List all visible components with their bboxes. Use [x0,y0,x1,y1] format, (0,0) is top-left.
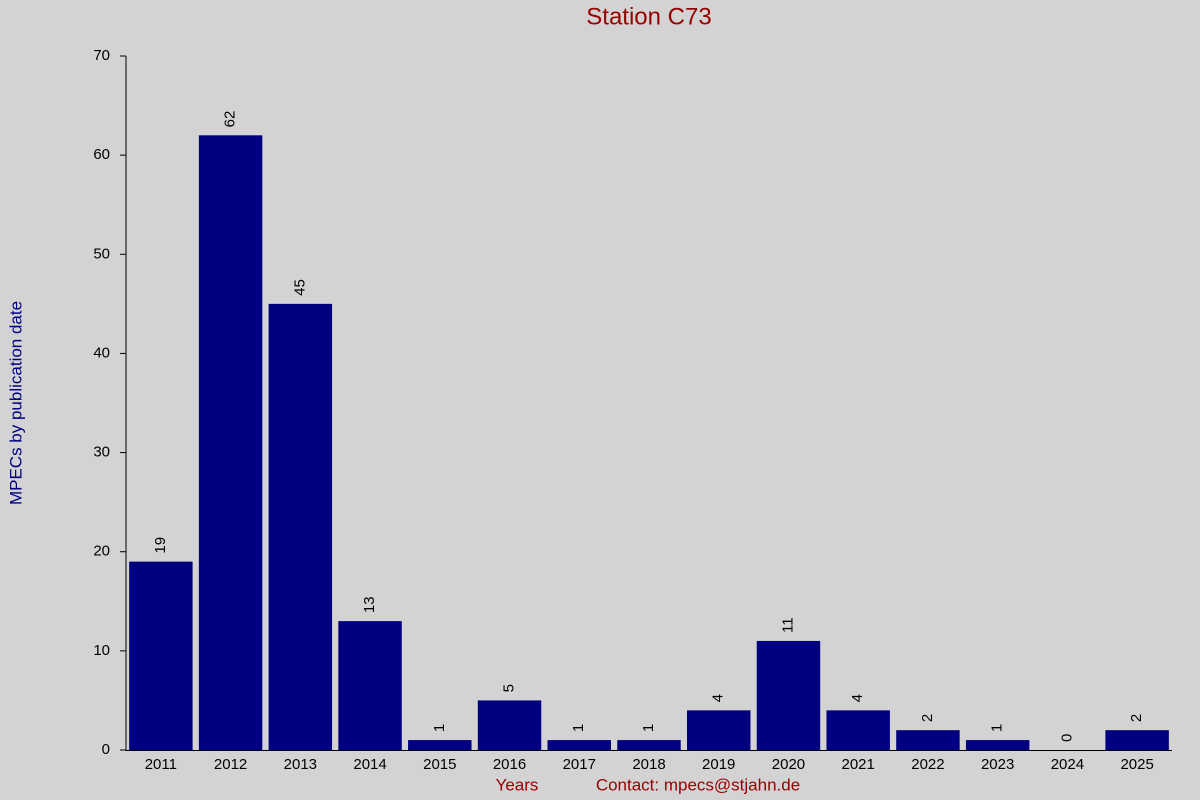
y-tick-label: 20 [93,543,110,560]
x-tick-label: 2018 [632,756,665,773]
x-tick-label: 2017 [563,756,596,773]
value-label: 11 [779,617,796,633]
y-tick-label: 70 [93,47,110,64]
x-tick-label: 2016 [493,756,526,773]
value-label: 4 [849,694,866,702]
bar [965,740,1030,750]
bar [687,710,751,750]
x-axis-label: Years [496,775,539,794]
footer: Contact: mpecs@stjahn.de [596,775,800,794]
bar [477,700,542,750]
x-tick-label: 2012 [214,756,247,773]
y-tick-label: 60 [93,146,110,163]
bar [129,561,193,750]
x-tick-label: 2021 [842,756,875,773]
bar [408,740,472,750]
value-label: 5 [501,684,518,692]
x-tick-label: 2024 [1051,756,1084,773]
y-tick-label: 30 [93,444,110,461]
y-tick-label: 10 [93,642,110,659]
bar [268,303,333,750]
bar [617,740,681,750]
x-tick-label: 2013 [284,756,317,773]
value-label: 45 [291,279,308,296]
value-label: 1 [570,724,587,732]
bar [1105,730,1169,750]
bar [547,740,611,750]
x-tick-label: 2019 [702,756,735,773]
value-label: 62 [222,111,239,128]
value-label: 13 [361,596,378,613]
x-tick-label: 2020 [772,756,805,773]
x-tick-label: 2025 [1120,756,1153,773]
x-tick-label: 2014 [353,756,386,773]
bar [338,621,402,750]
y-axis-label: MPECs by publication date [6,301,25,505]
bar [896,730,960,750]
y-tick-label: 40 [93,344,110,361]
value-label: 1 [431,724,448,732]
value-label: 0 [1058,734,1075,742]
chart-title: Station C73 [586,3,711,30]
y-tick-label: 50 [93,245,110,262]
bar [826,710,890,750]
bar [198,135,263,751]
bar [756,640,821,750]
x-tick-label: 2015 [423,756,456,773]
value-label: 19 [152,537,169,554]
value-label: 4 [710,694,727,702]
value-label: 2 [919,714,936,722]
x-tick-label: 2022 [911,756,944,773]
value-label: 1 [640,724,657,732]
value-label: 2 [1128,714,1145,722]
y-tick-label: 0 [102,741,110,758]
x-tick-label: 2011 [145,756,177,773]
x-tick-label: 2023 [981,756,1014,773]
value-label: 1 [989,724,1006,732]
